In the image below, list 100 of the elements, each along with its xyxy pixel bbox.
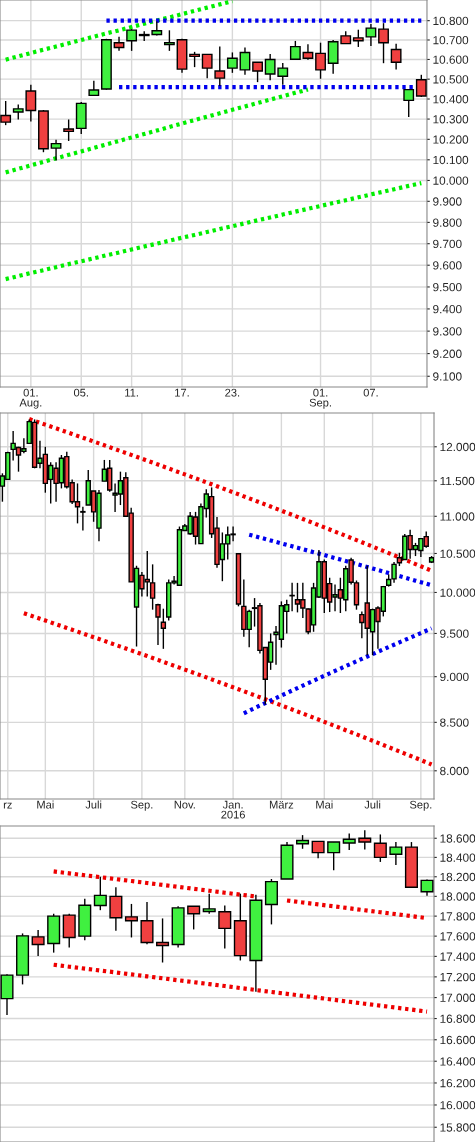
x-tick-label: 01. Sep.	[309, 388, 331, 409]
x-tick-label: Nov.	[174, 800, 195, 809]
line-series	[51, 962, 430, 1014]
y-tick-label: 18.200	[440, 872, 475, 882]
y-tick-label: 9.200	[433, 349, 462, 358]
line-series	[3, 87, 311, 175]
y-tick-label: 16.800	[440, 1014, 475, 1023]
line-series	[3, 0, 235, 62]
y-tick-label: 10.700	[433, 36, 469, 45]
line-series	[21, 611, 434, 767]
y-tick-label: 9.000	[440, 672, 469, 682]
candlestick	[378, 22, 389, 64]
candlestick	[140, 901, 154, 945]
y-tick-label: 8.000	[440, 766, 469, 776]
x-tick-label: Juli	[85, 800, 102, 809]
y-tick-label: 9.400	[433, 304, 462, 314]
x-tick-label: Sep.	[409, 800, 432, 811]
candlestick	[160, 608, 167, 650]
x-tick-label: 07.	[363, 388, 378, 397]
y-tick-label: 15.800	[440, 1123, 475, 1132]
y-tick-label: 10.400	[433, 95, 469, 104]
candlestick	[218, 904, 232, 950]
x-tick-label: Sep.	[130, 800, 153, 811]
y-tick-label: 17.200	[440, 972, 475, 982]
candlestick	[63, 118, 75, 142]
y-tick-label: 17.400	[440, 952, 475, 961]
candlestick	[327, 841, 341, 871]
candlestick	[187, 905, 201, 931]
y-tick-label: 9.800	[433, 218, 462, 227]
x-tick-label: rz	[3, 802, 12, 809]
y-tick-label: 10.000	[433, 176, 469, 185]
y-tick-label: 17.000	[440, 993, 475, 1002]
candlestick	[226, 51, 238, 74]
candlestick	[252, 61, 263, 83]
candlestick	[124, 903, 138, 939]
y-tick-label: 10.300	[433, 115, 469, 124]
candlestick	[289, 40, 301, 60]
candlestick	[126, 28, 138, 52]
candlestick	[155, 603, 161, 646]
candlestick	[62, 913, 76, 949]
x-tick-label: 23.	[225, 388, 240, 397]
y-tick-label: 9.500	[433, 282, 462, 292]
y-tick-label: 10.200	[433, 135, 469, 144]
candlestick	[149, 563, 156, 611]
y-tick-label: 10.800	[433, 16, 469, 26]
y-tick-label: 17.600	[440, 932, 475, 941]
x-tick-label: 17.	[175, 388, 189, 397]
y-tick-label: 12.000	[440, 442, 475, 452]
y-tick-label: 9.700	[433, 239, 462, 249]
x-tick-label: 11.	[125, 388, 138, 397]
x-tick-label: Mai	[316, 800, 333, 809]
y-tick-label: 18.000	[440, 892, 475, 901]
line-series	[3, 181, 424, 282]
candlestick	[80, 506, 86, 532]
candlestick	[156, 917, 170, 964]
line-series	[241, 626, 434, 716]
y-tick-label: 18.600	[440, 834, 475, 843]
candlestick	[201, 53, 213, 79]
candlestick	[389, 841, 403, 866]
candlestick	[373, 833, 387, 863]
candlestick	[264, 878, 278, 926]
x-tick-label: Jan. 2016	[221, 800, 245, 819]
candlestick	[50, 139, 62, 162]
y-tick-label: 10.100	[433, 155, 469, 165]
y-tick-label: 8.500	[440, 718, 469, 727]
candlestick	[239, 46, 251, 76]
y-tick-label: 16.000	[440, 1101, 475, 1110]
y-tick-label: 9.300	[433, 327, 462, 336]
candlestick	[315, 41, 326, 80]
y-tick-label: 9.600	[433, 261, 462, 270]
x-tick-label: Juli	[364, 800, 381, 809]
x-tick-label: 05.	[73, 388, 88, 397]
candlestick	[390, 42, 402, 71]
candlestick	[202, 892, 216, 915]
y-tick-label: 9.500	[440, 629, 469, 638]
y-tick-label: 16.600	[440, 1035, 475, 1045]
candlestick	[93, 876, 107, 911]
candlestick	[109, 886, 123, 932]
y-tick-label: 11.000	[440, 512, 475, 521]
y-tick-label: 16.200	[440, 1079, 475, 1088]
y-tick-label: 17.800	[440, 912, 475, 921]
x-tick-label: März	[269, 800, 294, 809]
y-tick-label: 16.400	[440, 1057, 475, 1066]
line-series	[27, 417, 434, 573]
candlestick	[163, 29, 175, 52]
candlestick	[403, 88, 415, 118]
candlestick	[365, 23, 377, 47]
y-tick-label: 11.500	[440, 476, 475, 486]
y-tick-label: 10.000	[440, 588, 475, 597]
candlestick	[31, 929, 45, 957]
y-tick-label: 9.100	[433, 372, 462, 381]
y-tick-label: 10.500	[433, 75, 469, 84]
y-tick-label: 10.600	[433, 55, 469, 64]
candlestick	[358, 829, 372, 851]
candlestick	[0, 973, 14, 1016]
y-tick-label: 10.500	[440, 549, 475, 558]
candlestick	[0, 100, 12, 126]
y-tick-label: 9.900	[433, 197, 462, 206]
x-tick-label: 01. Aug.	[19, 388, 42, 409]
y-tick-label: 18.400	[440, 853, 475, 862]
